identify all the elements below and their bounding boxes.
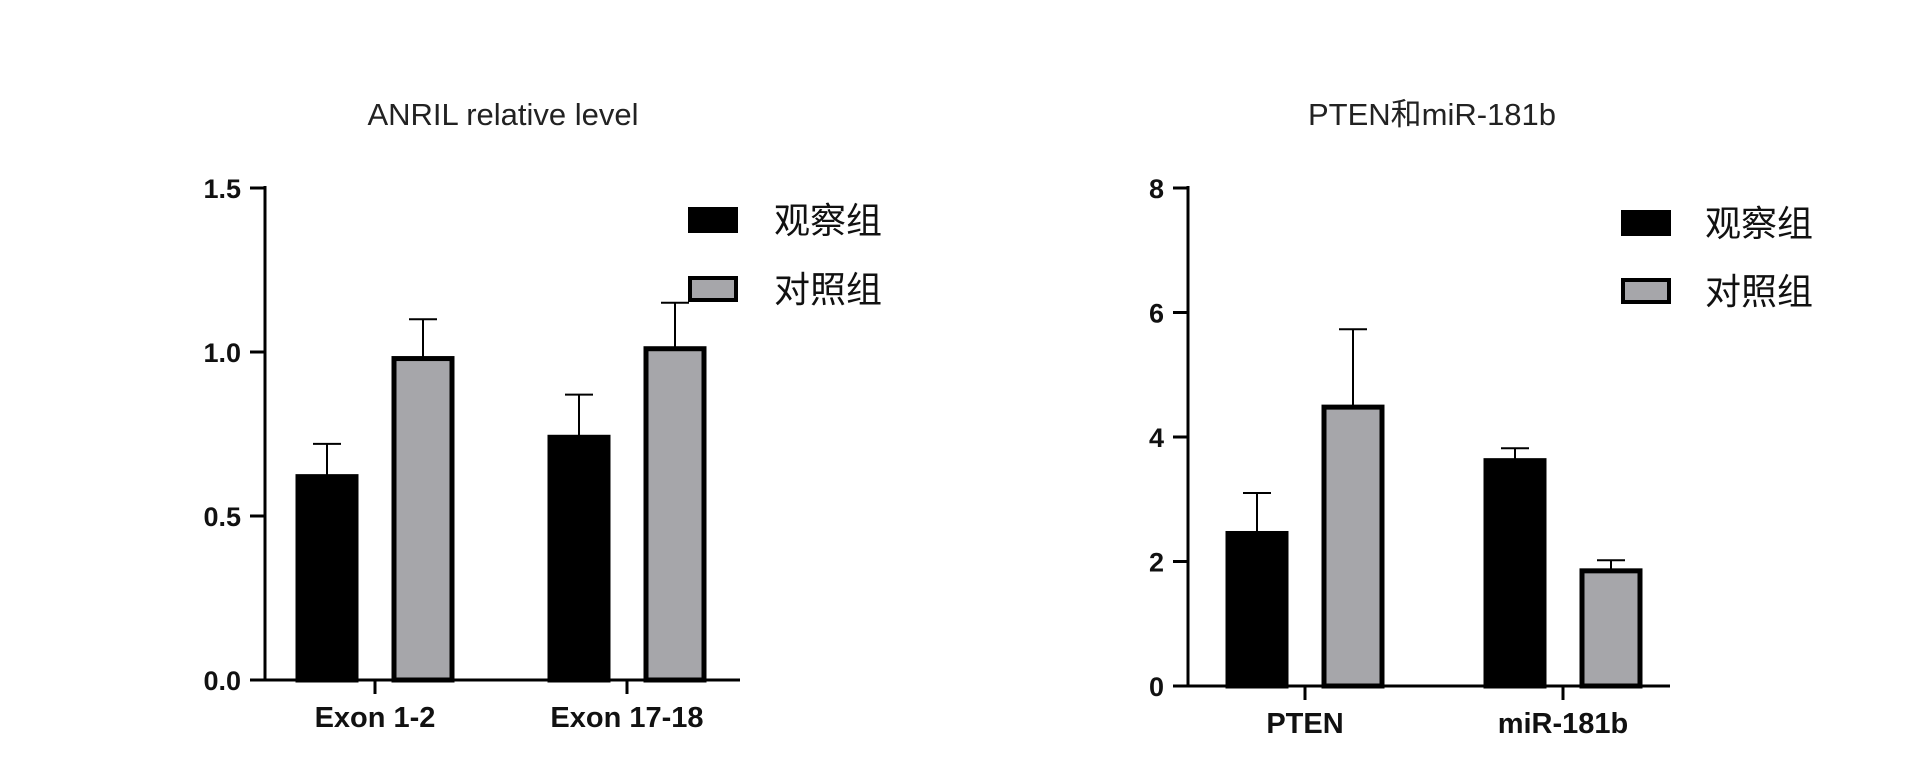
y-tick-label: 1.0 xyxy=(203,338,241,368)
legend-swatch-observation xyxy=(688,207,738,233)
bar-observation xyxy=(1483,458,1547,689)
bar-control xyxy=(643,346,707,683)
bar-observation xyxy=(547,434,611,683)
bar-control xyxy=(391,356,455,683)
legend-label: 对照组 xyxy=(774,270,882,311)
bar-observation xyxy=(295,474,359,683)
chart-title: PTEN和miR-181b xyxy=(1308,97,1556,132)
y-tick-label: 4 xyxy=(1149,423,1164,453)
chart-title: ANRIL relative level xyxy=(367,97,638,132)
x-tick-label: Exon 1-2 xyxy=(315,702,436,734)
legend-swatch-control xyxy=(688,276,738,302)
bar-control xyxy=(1321,404,1385,689)
legend-swatch-control xyxy=(1621,278,1671,304)
y-tick-label: 0.0 xyxy=(203,666,241,696)
x-tick-label: Exon 17-18 xyxy=(550,702,703,734)
y-tick-label: 0.5 xyxy=(203,502,241,532)
x-tick-label: PTEN xyxy=(1266,708,1343,740)
legend-label: 对照组 xyxy=(1705,272,1813,313)
legend-label: 观察组 xyxy=(774,201,882,242)
y-tick-label: 8 xyxy=(1149,174,1164,204)
y-tick-label: 6 xyxy=(1149,299,1164,329)
bar-observation xyxy=(1225,530,1289,689)
x-tick-label: miR-181b xyxy=(1498,708,1629,740)
legend-swatch-observation xyxy=(1621,210,1671,236)
chart-anril: ANRIL relative level 0.0 0.5 1.0 1.5 Exon 1-… xyxy=(203,97,882,734)
bar-control xyxy=(1579,568,1643,689)
legend-label: 观察组 xyxy=(1705,204,1813,245)
y-tick-label: 0 xyxy=(1149,672,1164,702)
y-tick-label: 1.5 xyxy=(203,174,241,204)
y-tick-label: 2 xyxy=(1149,548,1164,578)
